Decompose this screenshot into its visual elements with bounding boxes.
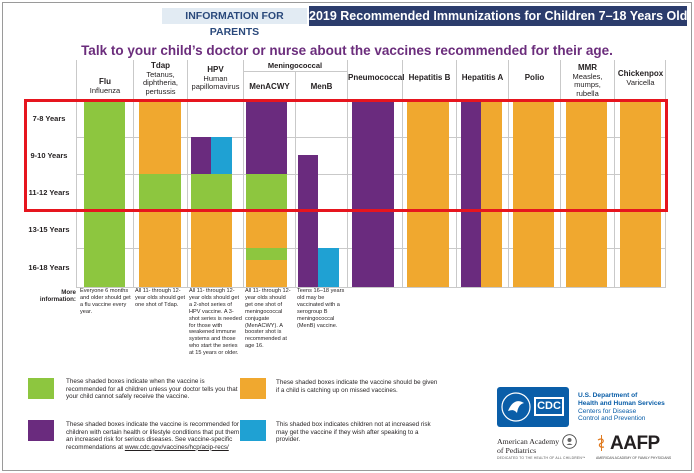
cdc-logo-icon: CDC	[534, 397, 564, 416]
aap-line: of Pediatrics	[497, 446, 537, 455]
tdap-catchup-bar	[139, 211, 181, 287]
menacwy-recommended-bar	[246, 174, 287, 211]
col-name: MMR	[577, 63, 598, 72]
hhs-line: Health and Human Services	[578, 399, 665, 407]
col-header-polio: Polio	[509, 73, 560, 83]
col-name: HPV	[207, 65, 224, 74]
col-header-menacwy: MenACWY	[244, 82, 295, 92]
hpv-optional-bar	[211, 137, 232, 174]
col-header-hepatitis-a: Hepatitis A	[457, 73, 508, 83]
legend-purple-swatch	[28, 420, 54, 441]
col-header-mmr: MMR Measles, mumps, rubella	[561, 63, 614, 98]
hepatitis-a-catchup-bar	[481, 101, 502, 287]
tdap-catchup-bar	[139, 101, 181, 174]
hhs-line: U.S. Department of	[578, 392, 638, 399]
legend-orange-text: These shaded boxes indicate the vaccine …	[276, 379, 438, 394]
col-sub: Tetanus, diphtheria, pertussis	[142, 69, 179, 96]
cdc-line: Control and Prevention	[578, 415, 646, 423]
pneumococcal-high-risk-bar	[352, 101, 394, 287]
legend-purple-body: These shaded boxes indicate the vaccine …	[66, 421, 247, 451]
aap-line: American Academy	[497, 437, 560, 446]
age-label: 16-18 Years	[28, 263, 70, 272]
menacwy-info: All 11- through 12-year olds should get …	[245, 288, 291, 350]
hpv-recommended-bar	[191, 174, 232, 211]
age-label: 7-8 Years	[32, 114, 66, 123]
info-for-parents-tag: INFORMATION FOR PARENTS	[162, 8, 307, 38]
hpv-info: All 11- through 12-year olds should get …	[189, 288, 242, 357]
hepatitis-a-high-risk-bar	[461, 101, 481, 287]
grid-line	[295, 72, 296, 288]
menacwy-booster-bar	[246, 248, 287, 260]
col-name: Polio	[524, 73, 545, 82]
col-header-hpv: HPV Human papillomavirus	[188, 65, 243, 92]
menb-info: Teens 16–18 years old may be vaccinated …	[297, 288, 345, 329]
col-name: Pneumococcal	[348, 73, 405, 82]
highlight-box	[24, 99, 668, 212]
tdap-recommended-bar	[139, 174, 181, 211]
col-name: Chickenpox	[617, 69, 664, 78]
hpv-high-risk-bar	[191, 137, 211, 174]
age-label: 13-15 Years	[28, 225, 70, 234]
col-header-flu: Flu Influenza	[77, 77, 133, 95]
meningococcal-group-header: Meningococcal	[243, 60, 347, 72]
legend-purple-text: These shaded boxes indicate the vaccine …	[66, 421, 248, 451]
page-title: 2019 Recommended Immunizations for Child…	[309, 6, 687, 26]
col-header-hepatitis-b: Hepatitis B	[403, 73, 456, 83]
aap-seal-icon	[562, 434, 577, 449]
col-sub: Measles, mumps, rubella	[572, 71, 603, 98]
hepatitis-b-catchup-bar	[407, 101, 449, 287]
legend-green-text: These shaded boxes indicate when the vac…	[66, 378, 238, 401]
col-sub: Varicella	[626, 77, 655, 87]
tdap-info: All 11- through 12-year olds should get …	[135, 288, 186, 308]
cdc-line: Centers for Disease	[578, 407, 637, 415]
col-name: Flu	[99, 77, 111, 86]
menacwy-high-risk-bar	[246, 101, 287, 174]
menb-high-risk-bar	[298, 155, 318, 287]
col-header-chickenpox: Chickenpox Varicella	[615, 69, 666, 87]
flu-info: Everyone 6 months and older should get a…	[80, 288, 131, 315]
more-info-label: More information:	[39, 289, 76, 303]
aap-logo-text: American Academy of Pediatrics	[497, 437, 559, 455]
legend-blue-text: This shaded box indicates children not a…	[276, 421, 431, 444]
aap-tagline: DEDICATED TO THE HEALTH OF ALL CHILDREN™	[497, 456, 586, 460]
mmr-catchup-bar	[566, 101, 607, 287]
col-sub: Human papillomavirus	[191, 73, 240, 91]
tagline: Talk to your child’s doctor or nurse abo…	[81, 43, 613, 58]
col-header-pneumococcal: Pneumococcal	[348, 73, 405, 83]
col-name: Hepatitis B	[408, 73, 451, 82]
legend-orange-swatch	[240, 378, 266, 399]
menacwy-catchup-bar	[246, 211, 287, 248]
chickenpox-catchup-bar	[620, 101, 661, 287]
hhs-cdc-text: U.S. Department of Health and Human Serv…	[578, 392, 665, 423]
col-name: MenB	[310, 82, 333, 91]
col-name: MenACWY	[249, 82, 290, 91]
age-label: 9-10 Years	[30, 151, 68, 160]
aafp-subtitle: AMERICAN ACADEMY OF FAMILY PHYSICIANS	[596, 456, 672, 460]
col-sub: Influenza	[89, 85, 121, 95]
legend-green-swatch	[28, 378, 54, 399]
flu-recommended-bar	[84, 101, 125, 287]
aafp-staff-icon	[597, 435, 605, 451]
polio-catchup-bar	[513, 101, 554, 287]
col-header-tdap: Tdap Tetanus, diphtheria, pertussis	[134, 61, 187, 96]
hhs-eagle-icon	[501, 392, 531, 422]
legend-blue-swatch	[240, 420, 266, 441]
menacwy-catchup-bar	[246, 260, 287, 287]
aafp-logo-text: AAFP	[610, 433, 660, 454]
acip-recs-link[interactable]: www.cdc.gov/vaccines/hcp/acip-recs/	[124, 443, 229, 451]
grid-line	[76, 287, 666, 288]
hpv-catchup-bar	[191, 211, 232, 287]
col-header-menb: MenB	[296, 82, 347, 92]
col-name: Hepatitis A	[461, 73, 504, 82]
menb-optional-bar	[318, 248, 339, 287]
col-name: Tdap	[150, 61, 171, 70]
age-label: 11-12 Years	[28, 188, 70, 197]
